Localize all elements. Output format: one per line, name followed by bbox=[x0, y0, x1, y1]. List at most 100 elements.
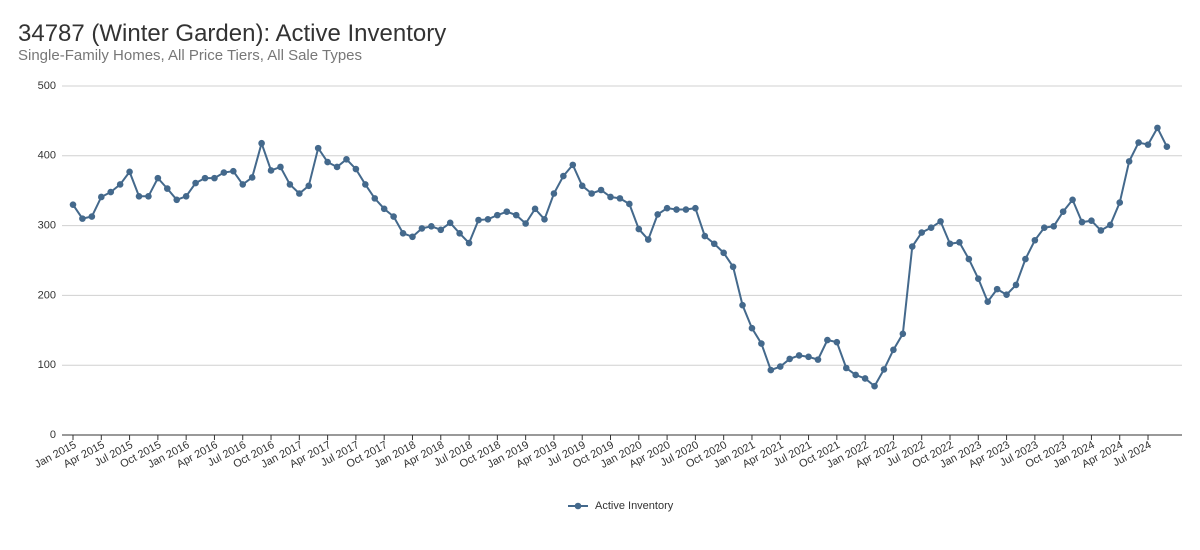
data-point bbox=[230, 167, 237, 175]
data-point bbox=[776, 363, 784, 370]
data-point bbox=[767, 366, 775, 374]
data-point bbox=[248, 174, 256, 181]
data-point bbox=[1050, 222, 1058, 230]
data-point bbox=[1022, 255, 1029, 263]
data-point bbox=[786, 355, 793, 363]
data-point bbox=[908, 243, 916, 250]
data-point bbox=[984, 298, 992, 305]
data-point bbox=[494, 211, 501, 219]
data-point bbox=[362, 181, 369, 188]
series-line bbox=[72, 125, 1168, 388]
data-point bbox=[899, 330, 907, 338]
data-point bbox=[1012, 281, 1020, 289]
data-point bbox=[890, 346, 897, 354]
data-point bbox=[1003, 291, 1010, 299]
data-point bbox=[541, 216, 548, 223]
data-point bbox=[352, 165, 360, 173]
data-point bbox=[116, 181, 124, 188]
data-point bbox=[635, 225, 643, 233]
data-point bbox=[126, 168, 133, 176]
data-point bbox=[305, 182, 313, 190]
data-point bbox=[324, 158, 331, 166]
data-point bbox=[814, 356, 822, 363]
data-point bbox=[1154, 124, 1161, 132]
data-point bbox=[1069, 196, 1076, 204]
data-point bbox=[465, 239, 473, 247]
data-point bbox=[720, 249, 727, 257]
data-point bbox=[578, 182, 586, 190]
y-tick-label: 500 bbox=[38, 80, 56, 92]
data-point bbox=[918, 229, 925, 236]
data-point bbox=[993, 285, 1001, 293]
data-point bbox=[182, 192, 190, 200]
data-point bbox=[173, 196, 181, 204]
data-point bbox=[267, 167, 275, 174]
data-point bbox=[1107, 221, 1114, 229]
data-point bbox=[107, 188, 115, 196]
data-point bbox=[145, 192, 152, 200]
data-point bbox=[456, 229, 463, 237]
data-point bbox=[597, 186, 605, 194]
data-point bbox=[220, 169, 228, 176]
data-point bbox=[842, 364, 850, 372]
data-point bbox=[531, 205, 539, 213]
data-point bbox=[380, 205, 388, 213]
data-point bbox=[314, 144, 322, 152]
data-point bbox=[201, 174, 209, 182]
data-point bbox=[446, 219, 454, 227]
data-point bbox=[588, 190, 595, 197]
data-point bbox=[343, 155, 350, 163]
legend-label: Active Inventory bbox=[595, 500, 674, 512]
data-point bbox=[607, 193, 614, 201]
data-point bbox=[1059, 208, 1067, 215]
data-point bbox=[937, 218, 944, 225]
data-point bbox=[437, 226, 445, 234]
data-point bbox=[211, 174, 218, 182]
data-point bbox=[824, 336, 831, 344]
data-point bbox=[1135, 139, 1142, 146]
data-point bbox=[390, 213, 397, 220]
data-point bbox=[569, 161, 577, 169]
data-point bbox=[692, 204, 699, 212]
data-point bbox=[97, 193, 105, 201]
data-point bbox=[710, 240, 718, 248]
data-point bbox=[758, 340, 765, 347]
data-point bbox=[258, 139, 265, 147]
data-point bbox=[1097, 227, 1105, 234]
y-tick-label: 300 bbox=[38, 220, 56, 232]
data-point bbox=[682, 206, 690, 213]
data-point bbox=[616, 195, 624, 202]
data-point bbox=[861, 375, 869, 382]
data-point bbox=[296, 190, 303, 197]
data-point bbox=[69, 201, 77, 208]
data-point bbox=[946, 240, 954, 248]
data-point bbox=[644, 236, 652, 243]
data-point bbox=[729, 263, 737, 271]
y-tick-label: 200 bbox=[38, 289, 56, 301]
data-point bbox=[1031, 236, 1039, 244]
data-point bbox=[418, 225, 426, 232]
data-point bbox=[286, 181, 294, 188]
data-point bbox=[1040, 224, 1048, 231]
chart-title: 34787 (Winter Garden): Active Inventory bbox=[18, 20, 446, 47]
legend-marker bbox=[574, 502, 582, 510]
data-point bbox=[503, 208, 511, 215]
data-point bbox=[88, 213, 96, 220]
data-point bbox=[475, 216, 482, 224]
data-point bbox=[965, 255, 973, 263]
data-point bbox=[560, 172, 567, 180]
data-point bbox=[701, 232, 709, 240]
data-point bbox=[663, 204, 671, 212]
data-point bbox=[852, 371, 859, 379]
data-point bbox=[1125, 158, 1133, 165]
data-point bbox=[673, 206, 680, 213]
data-point bbox=[333, 163, 341, 171]
data-point bbox=[871, 382, 878, 390]
data-point bbox=[833, 338, 841, 346]
data-point bbox=[1088, 217, 1095, 225]
data-point bbox=[880, 366, 888, 373]
data-point bbox=[654, 211, 661, 218]
data-point bbox=[550, 190, 558, 197]
y-tick-label: 400 bbox=[38, 150, 56, 162]
